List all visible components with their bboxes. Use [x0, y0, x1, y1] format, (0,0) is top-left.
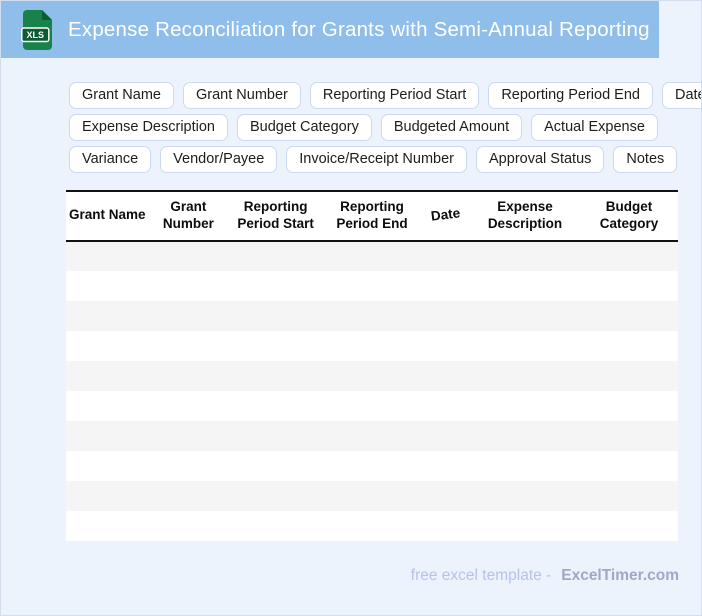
- field-chip-grant-number[interactable]: Grant Number: [182, 82, 301, 109]
- page-title: Expense Reconciliation for Grants with S…: [68, 17, 650, 41]
- column-header-budget-category: Budget Category: [580, 190, 678, 242]
- table-row: [66, 300, 678, 331]
- table-row: [66, 360, 678, 391]
- column-header-grant-name: Grant Name: [66, 190, 149, 242]
- table-row: [66, 240, 678, 271]
- footer-brand-link[interactable]: ExcelTimer.com: [561, 567, 679, 584]
- xls-icon-label: XLS: [27, 30, 45, 40]
- chip-row: Expense Description Budget Category Budg…: [69, 114, 689, 141]
- xls-file-icon: XLS: [21, 9, 52, 50]
- table-row: [66, 480, 678, 511]
- table-row: [66, 450, 678, 481]
- field-chip-reporting-period-start[interactable]: Reporting Period Start: [309, 82, 480, 109]
- field-chip-invoice-receipt-number[interactable]: Invoice/Receipt Number: [286, 146, 468, 173]
- table-header-row: Grant Name Grant Number Reporting Period…: [66, 190, 678, 242]
- field-chip-actual-expense[interactable]: Actual Expense: [531, 114, 658, 141]
- field-chip-budgeted-amount[interactable]: Budgeted Amount: [380, 114, 523, 141]
- field-chip-budget-category[interactable]: Budget Category: [237, 114, 372, 141]
- field-chip-grant-name[interactable]: Grant Name: [69, 82, 174, 109]
- chip-row: Grant Name Grant Number Reporting Period…: [69, 82, 701, 109]
- field-chip-date[interactable]: Date: [661, 82, 701, 109]
- field-chip-notes[interactable]: Notes: [613, 146, 678, 173]
- table-row: [66, 270, 678, 301]
- footer: free excel template - ExcelTimer.com: [411, 567, 679, 585]
- title-bar: XLS Expense Reconciliation for Grants wi…: [1, 1, 659, 58]
- column-header-expense-description: Expense Description: [469, 190, 581, 242]
- field-chip-expense-description[interactable]: Expense Description: [69, 114, 228, 141]
- field-chip-approval-status[interactable]: Approval Status: [476, 146, 605, 173]
- table-row: [66, 510, 678, 541]
- preview-table: Grant Name Grant Number Reporting Period…: [66, 190, 678, 541]
- field-chip-variance[interactable]: Variance: [69, 146, 152, 173]
- column-header-date: Date: [420, 190, 470, 242]
- footer-tagline: free excel template -: [410, 567, 552, 584]
- table-row: [66, 420, 678, 451]
- column-header-reporting-period-end: Reporting Period End: [323, 190, 421, 242]
- chip-row: Variance Vendor/Payee Invoice/Receipt Nu…: [69, 146, 689, 173]
- field-chip-vendor-payee[interactable]: Vendor/Payee: [160, 146, 278, 173]
- column-header-grant-number: Grant Number: [148, 190, 229, 242]
- column-header-reporting-period-start: Reporting Period Start: [228, 190, 324, 242]
- field-chip-list: Grant Name Grant Number Reporting Period…: [69, 82, 701, 178]
- table-row: [66, 390, 678, 421]
- table-row: [66, 330, 678, 361]
- field-chip-reporting-period-end[interactable]: Reporting Period End: [488, 82, 653, 109]
